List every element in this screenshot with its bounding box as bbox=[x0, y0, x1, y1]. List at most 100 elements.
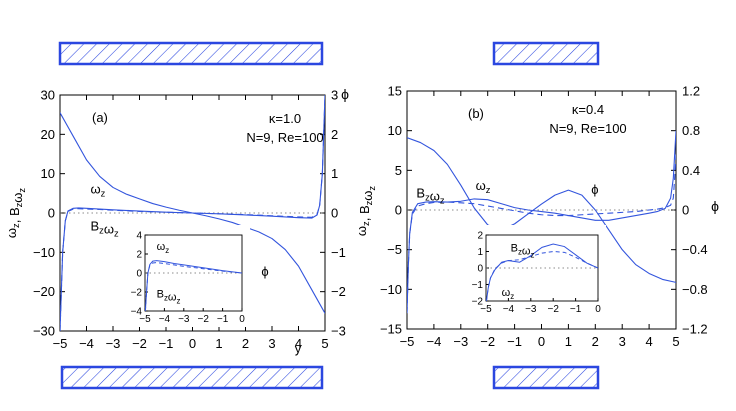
inset-y-tick-label: −1 bbox=[472, 280, 484, 291]
x-tick-label: −4 bbox=[426, 334, 441, 349]
y2-tick-label: 1 bbox=[331, 166, 338, 181]
x-tick-label: −2 bbox=[132, 336, 147, 351]
inset-x-tick-label: −2 bbox=[547, 304, 559, 315]
inset-y-tick-label: 1 bbox=[477, 247, 483, 258]
inset-curve-label: ωz bbox=[157, 241, 170, 255]
inset-background bbox=[466, 225, 606, 317]
wall-bottom-b bbox=[492, 365, 600, 390]
series-line bbox=[60, 95, 325, 331]
param-n-re: N=9, Re=100 bbox=[549, 121, 626, 136]
inset-curve-label: Bzωz bbox=[157, 289, 181, 306]
x-axis-label: y bbox=[295, 341, 302, 356]
inset-x-tick-label: −1 bbox=[217, 314, 229, 325]
y-tick-label: −10 bbox=[380, 282, 402, 297]
inset-curve-label: Bzωz bbox=[511, 243, 535, 260]
y2-tick-label: 0 bbox=[682, 203, 689, 218]
panel-label: (a) bbox=[92, 110, 108, 125]
inset-x-tick-label: 0 bbox=[239, 314, 245, 325]
y-tick-label: 5 bbox=[395, 163, 402, 178]
y-tick-label: −20 bbox=[33, 284, 55, 299]
y2-tick-label: −0.4 bbox=[682, 242, 708, 257]
y-tick-label: −10 bbox=[33, 245, 55, 260]
curve-label: Bzωz bbox=[90, 219, 119, 239]
x-tick-label: 3 bbox=[268, 336, 275, 351]
curve-label: Bzωz bbox=[416, 185, 445, 205]
y2-tick-label: 3 bbox=[331, 88, 338, 103]
x-tick-label: 2 bbox=[242, 336, 249, 351]
y-tick-label: 10 bbox=[41, 166, 55, 181]
x-tick-label: 0 bbox=[189, 336, 196, 351]
wall-bars bbox=[58, 41, 600, 390]
inset-series-line bbox=[486, 243, 598, 301]
series-line bbox=[407, 154, 676, 314]
inset-x-tick-label: −3 bbox=[525, 304, 537, 315]
curve-label: ωz bbox=[90, 181, 105, 198]
y2-axis-label: ϕ bbox=[341, 86, 349, 102]
x-tick-label: 1 bbox=[215, 336, 222, 351]
y-tick-label: −15 bbox=[380, 322, 402, 337]
inset-series-line bbox=[145, 260, 242, 311]
inset-y-tick-label: −2 bbox=[472, 297, 484, 308]
x-tick-label: −3 bbox=[106, 336, 121, 351]
inset-plot: −5 −4 −3 −2 −1 0 −2 −1 0 1 2 Bzωz ωz bbox=[466, 225, 606, 317]
inset-x-tick-label: −3 bbox=[178, 314, 190, 325]
x-tick-label: −2 bbox=[480, 334, 495, 349]
x-tick-label: 4 bbox=[295, 336, 302, 351]
param-n-re: N=9, Re=100 bbox=[246, 130, 323, 145]
inset-curve-label: ωz bbox=[502, 287, 515, 301]
curve-label: ϕ bbox=[591, 182, 598, 197]
inset-y-tick-label: 2 bbox=[136, 250, 142, 261]
x-tick-label: −1 bbox=[507, 334, 522, 349]
y2-axis-label: ϕ bbox=[711, 198, 719, 214]
x-tick-label: 4 bbox=[645, 334, 652, 349]
x-tick-label: −4 bbox=[79, 336, 94, 351]
y-tick-label: 0 bbox=[48, 206, 55, 221]
x-tick-label: −1 bbox=[159, 336, 174, 351]
y2-tick-label: −3 bbox=[331, 324, 346, 339]
curve-label: ϕ bbox=[261, 264, 268, 279]
inset-y-tick-label: −2 bbox=[131, 288, 143, 299]
x-tick-label: −5 bbox=[53, 336, 68, 351]
y2-tick-label: 1.2 bbox=[682, 84, 700, 99]
y2-tick-label: −0.8 bbox=[682, 282, 708, 297]
x-tick-label: 2 bbox=[592, 334, 599, 349]
x-tick-label: 3 bbox=[619, 334, 626, 349]
curve-label: ωz bbox=[476, 178, 491, 195]
y-axis-label: ωz, Bzωz bbox=[4, 188, 27, 239]
panel-label: (b) bbox=[468, 106, 484, 121]
x-tick-label: 1 bbox=[565, 334, 572, 349]
inset-x-tick-label: −4 bbox=[503, 304, 515, 315]
y-tick-label: 30 bbox=[41, 88, 55, 103]
x-tick-label: 5 bbox=[672, 334, 679, 349]
inset-x-tick-label: −1 bbox=[570, 304, 582, 315]
y-tick-label: −5 bbox=[387, 242, 402, 257]
inset-y-tick-label: 4 bbox=[136, 231, 142, 242]
y-axis-label: ωz, Bzωz bbox=[354, 186, 377, 237]
y-tick-label: 0 bbox=[395, 203, 402, 218]
y-tick-label: 10 bbox=[388, 123, 402, 138]
wall-top-a bbox=[58, 41, 324, 66]
y2-tick-label: −1 bbox=[331, 245, 346, 260]
inset-y-tick-label: 0 bbox=[477, 264, 483, 275]
x-tick-label: −5 bbox=[400, 334, 415, 349]
wall-bottom-a bbox=[60, 365, 324, 390]
y2-tick-label: 0.4 bbox=[682, 163, 700, 178]
y2-tick-label: −1.2 bbox=[682, 322, 708, 337]
x-tick-label: 5 bbox=[321, 336, 328, 351]
y2-tick-label: −2 bbox=[331, 284, 346, 299]
series-line bbox=[60, 112, 325, 314]
wall-top-b bbox=[492, 41, 600, 66]
y-tick-label: −30 bbox=[33, 324, 55, 339]
inset-x-tick-label: −4 bbox=[159, 314, 171, 325]
chart-panel-a: −5 −4 −3 −2 −1 0 1 2 3 4 5−30−20−100102030−3−2−101… bbox=[4, 86, 349, 356]
x-tick-label: 0 bbox=[538, 334, 545, 349]
inset-y-tick-label: 2 bbox=[477, 231, 483, 242]
series-line bbox=[407, 137, 676, 283]
inset-series-line bbox=[486, 250, 598, 301]
inset-x-tick-label: 0 bbox=[595, 304, 601, 315]
chart-panel-b: −5 −4 −3 −2 −1 0 1 2 3 4 5−15−10−5051015−1.2−0.8−0… bbox=[354, 84, 719, 350]
inset-x-tick-label: −5 bbox=[139, 314, 151, 325]
y-tick-label: 15 bbox=[388, 84, 402, 99]
